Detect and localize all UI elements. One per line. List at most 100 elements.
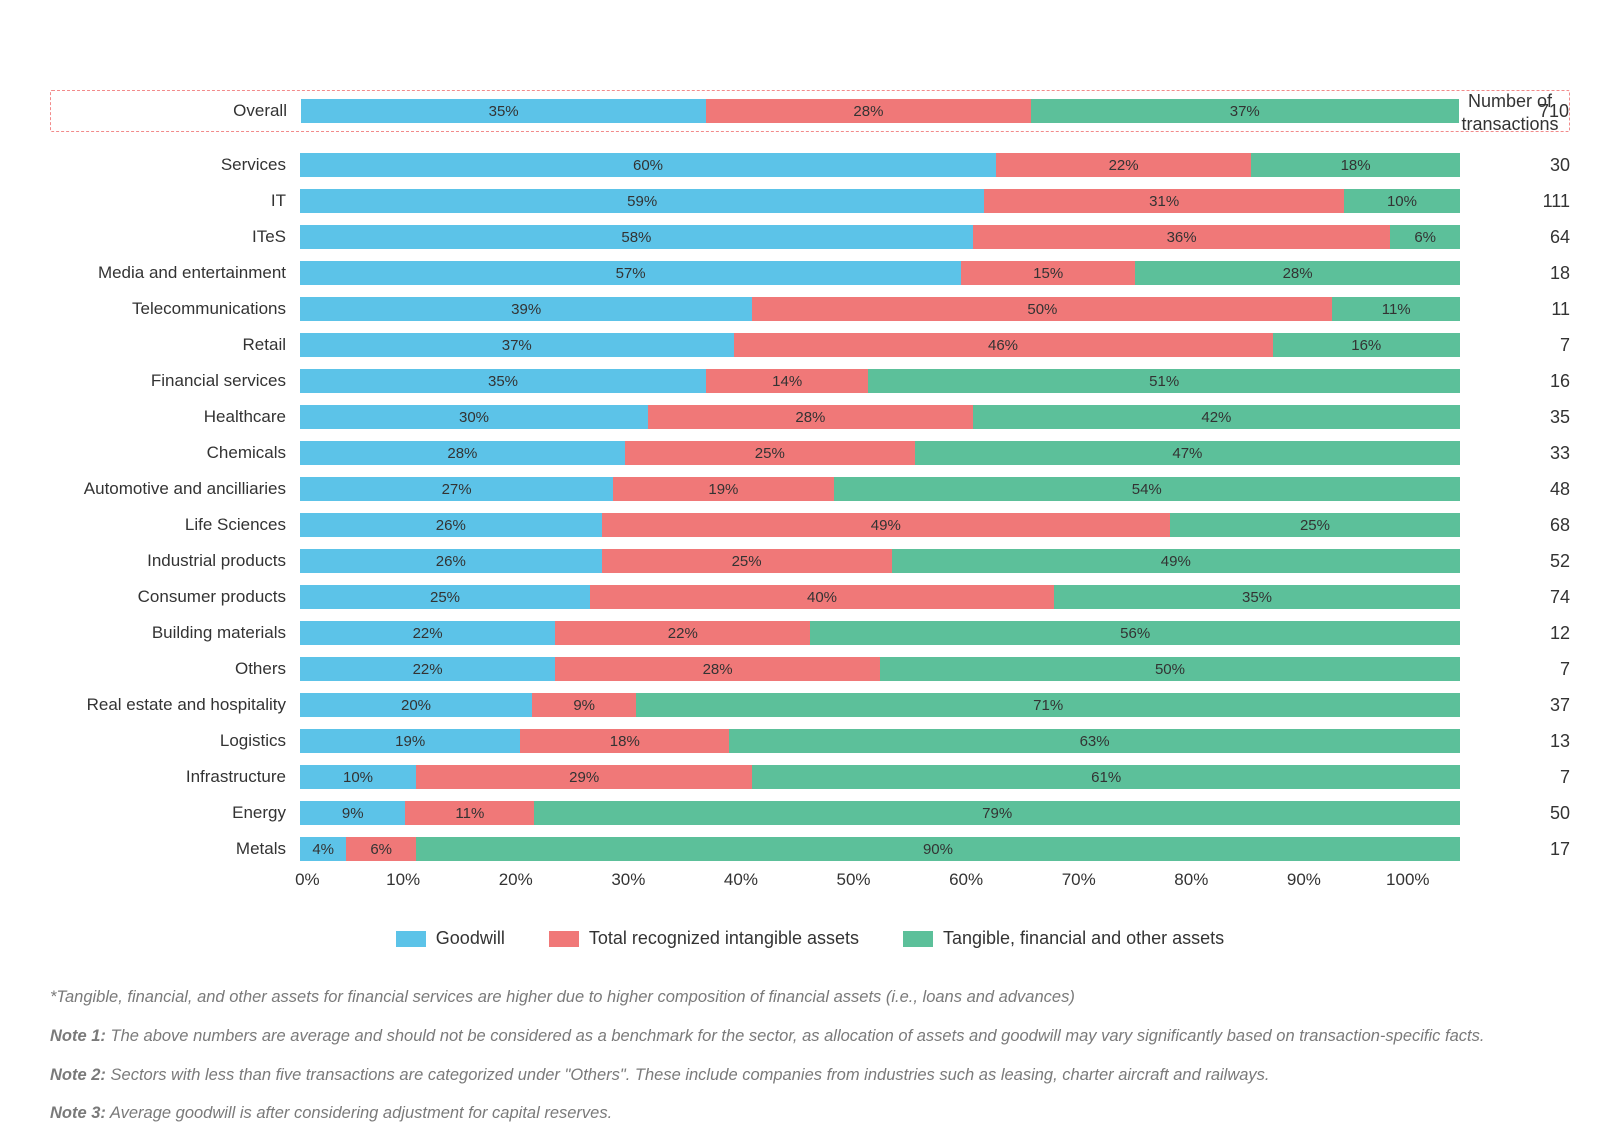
bar-track: 58%36%6% [300,225,1460,249]
bar-track: 60%22%18% [300,153,1460,177]
axis-tick: 40% [724,870,758,890]
segment-intangible: 22% [996,153,1251,177]
segment-goodwill: 28% [300,441,625,465]
axis-tick: 100% [1386,870,1429,890]
legend-swatch [549,931,579,947]
table-row: Building materials22%22%56%12 [50,618,1570,648]
segment-goodwill: 60% [300,153,996,177]
row-count: 13 [1460,731,1570,752]
segment-goodwill: 39% [300,297,752,321]
table-row: Infrastructure10%29%61%7 [50,762,1570,792]
segment-tangible: 18% [1251,153,1460,177]
row-count: 7 [1460,335,1570,356]
row-label: Real estate and hospitality [50,695,300,715]
segment-intangible: 50% [752,297,1332,321]
row-count: 7 [1460,659,1570,680]
row-label: Infrastructure [50,767,300,787]
legend-swatch [396,931,426,947]
row-count: 111 [1460,191,1570,212]
row-label: Chemicals [50,443,300,463]
segment-intangible: 31% [984,189,1344,213]
row-count: 33 [1460,443,1570,464]
segment-goodwill: 4% [300,837,346,861]
segment-tangible: 10% [1344,189,1460,213]
table-row: Metals4%6%90%17 [50,834,1570,864]
row-count: 48 [1460,479,1570,500]
segment-tangible: 47% [915,441,1460,465]
bar-track: 27%19%54% [300,477,1460,501]
row-count: 64 [1460,227,1570,248]
table-row: ITeS58%36%6%64 [50,222,1570,252]
table-row: Financial services35%14%51%16 [50,366,1570,396]
legend-label: Total recognized intangible assets [589,928,859,949]
bar-track: 26%49%25% [300,513,1460,537]
row-label: Services [50,155,300,175]
segment-goodwill: 22% [300,621,555,645]
row-count: 17 [1460,839,1570,860]
note2-text: Sectors with less than five transactions… [111,1066,1270,1084]
x-axis: 0%10%20%30%40%50%60%70%80%90%100% [50,870,1570,890]
footnote-star: *Tangible, financial, and other assets f… [50,985,1570,1010]
table-row: Automotive and ancilliaries27%19%54%48 [50,474,1570,504]
bar-track: 19%18%63% [300,729,1460,753]
footnote-3: Note 3: Average goodwill is after consid… [50,1101,1570,1126]
row-label: Metals [50,839,300,859]
axis-tick: 70% [1062,870,1096,890]
segment-tangible: 16% [1273,333,1460,357]
bar-track: 39%50%11% [300,297,1460,321]
segment-tangible: 61% [752,765,1460,789]
segment-goodwill: 59% [300,189,984,213]
table-row: Media and entertainment57%15%28%18 [50,258,1570,288]
row-count: 16 [1460,371,1570,392]
row-label: Overall [51,101,301,121]
legend-label: Goodwill [436,928,505,949]
segment-intangible: 14% [706,369,868,393]
segment-goodwill: 10% [300,765,416,789]
row-label: Healthcare [50,407,300,427]
segment-intangible: 36% [973,225,1391,249]
bar-track: 57%15%28% [300,261,1460,285]
segment-goodwill: 58% [300,225,973,249]
segment-goodwill: 27% [300,477,613,501]
segment-tangible: 42% [973,405,1460,429]
table-row: Energy9%11%79%50 [50,798,1570,828]
row-count: 52 [1460,551,1570,572]
legend: Goodwill Total recognized intangible asse… [50,928,1570,949]
row-count: 7 [1460,767,1570,788]
note3-text: Average goodwill is after considering ad… [110,1104,612,1122]
bar-track: 37%46%16% [300,333,1460,357]
row-label: ITeS [50,227,300,247]
table-row: Retail37%46%16%7 [50,330,1570,360]
table-row: IT59%31%10%111 [50,186,1570,216]
transactions-header: Number of transactions [1450,90,1570,137]
table-row: Life Sciences26%49%25%68 [50,510,1570,540]
bar-track: 26%25%49% [300,549,1460,573]
row-label: Media and entertainment [50,263,300,283]
table-row: Industrial products26%25%49%52 [50,546,1570,576]
segment-intangible: 15% [961,261,1135,285]
segment-intangible: 9% [532,693,636,717]
segment-intangible: 28% [706,99,1030,123]
axis-tick: 20% [499,870,533,890]
segment-tangible: 49% [892,549,1460,573]
segment-goodwill: 37% [300,333,734,357]
bar-track: 30%28%42% [300,405,1460,429]
row-label: Telecommunications [50,299,300,319]
row-count: 18 [1460,263,1570,284]
row-count: 11 [1460,299,1570,320]
table-row: Consumer products25%40%35%74 [50,582,1570,612]
segment-intangible: 40% [590,585,1054,609]
segment-tangible: 25% [1170,513,1460,537]
segment-intangible: 18% [520,729,729,753]
segment-intangible: 25% [625,441,915,465]
legend-swatch [903,931,933,947]
bar-track: 35%14%51% [300,369,1460,393]
row-count: 35 [1460,407,1570,428]
axis-tick: 50% [837,870,871,890]
segment-goodwill: 25% [300,585,590,609]
footnote-1: Note 1: The above numbers are average an… [50,1024,1570,1049]
note1-label: Note 1: [50,1027,106,1045]
segment-tangible: 6% [1390,225,1460,249]
row-label: Building materials [50,623,300,643]
bar-track: 25%40%35% [300,585,1460,609]
